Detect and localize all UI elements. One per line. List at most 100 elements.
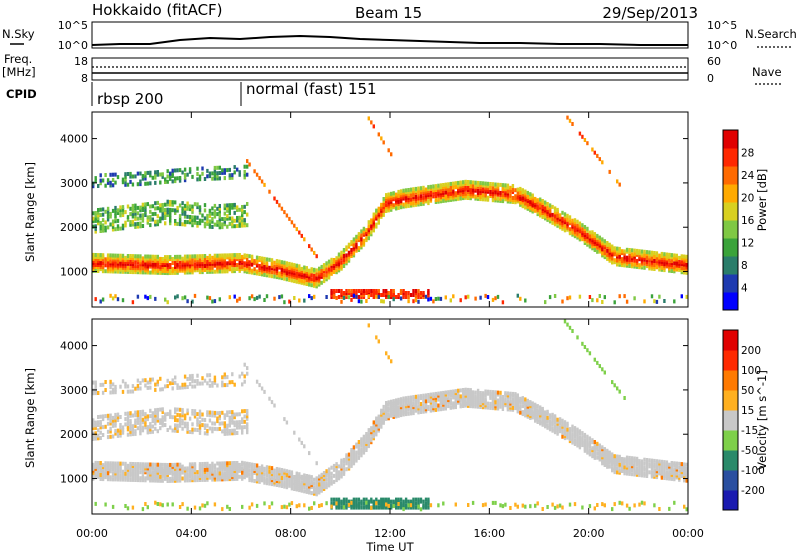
data-cell bbox=[149, 422, 151, 426]
data-cell bbox=[325, 469, 327, 473]
data-cell bbox=[95, 269, 97, 273]
data-cell bbox=[201, 503, 203, 507]
data-cell bbox=[281, 482, 283, 486]
data-cell bbox=[100, 179, 102, 183]
data-cell bbox=[375, 506, 377, 510]
data-cell bbox=[174, 255, 176, 259]
data-cell bbox=[502, 193, 504, 197]
data-cell bbox=[109, 253, 111, 257]
data-cell bbox=[229, 461, 231, 465]
data-cell bbox=[378, 500, 380, 504]
data-cell bbox=[169, 269, 171, 273]
data-cell bbox=[378, 339, 380, 343]
data-cell bbox=[256, 296, 258, 300]
data-cell bbox=[574, 502, 576, 506]
data-cell bbox=[139, 180, 141, 184]
data-cell bbox=[554, 294, 556, 298]
data-cell bbox=[345, 504, 347, 508]
data-cell bbox=[139, 222, 141, 226]
data-cell bbox=[412, 299, 414, 303]
data-cell bbox=[139, 470, 141, 474]
data-cell bbox=[201, 219, 203, 223]
data-cell bbox=[579, 132, 581, 136]
data-cell bbox=[236, 461, 238, 465]
data-cell bbox=[102, 223, 104, 227]
data-cell bbox=[611, 466, 613, 470]
data-cell bbox=[343, 296, 345, 300]
data-cell bbox=[263, 467, 265, 471]
data-cell bbox=[678, 256, 680, 260]
data-cell bbox=[164, 208, 166, 212]
data-cell bbox=[102, 207, 104, 211]
data-cell bbox=[231, 380, 233, 384]
data-cell bbox=[186, 507, 188, 511]
data-cell bbox=[139, 462, 141, 466]
data-cell bbox=[122, 390, 124, 394]
data-cell bbox=[432, 299, 434, 303]
data-cell bbox=[504, 397, 506, 401]
data-cell bbox=[167, 412, 169, 416]
data-cell bbox=[467, 180, 469, 184]
data-cell bbox=[358, 295, 360, 299]
data-cell bbox=[368, 500, 370, 504]
data-cell bbox=[512, 196, 514, 200]
data-cell bbox=[100, 436, 102, 440]
data-cell bbox=[162, 203, 164, 207]
data-cell bbox=[512, 188, 514, 192]
data-cell bbox=[176, 263, 178, 267]
data-cell bbox=[653, 251, 655, 255]
data-cell bbox=[524, 397, 526, 401]
data-cell bbox=[283, 300, 285, 304]
data-cell bbox=[134, 204, 136, 208]
data-cell bbox=[132, 470, 134, 474]
data-cell bbox=[244, 210, 246, 214]
data-cell bbox=[209, 427, 211, 431]
colorbar-segment bbox=[723, 292, 738, 311]
data-cell bbox=[338, 470, 340, 474]
data-cell bbox=[144, 255, 146, 259]
data-cell bbox=[363, 502, 365, 506]
data-cell bbox=[335, 462, 337, 466]
data-cell bbox=[179, 463, 181, 467]
data-cell bbox=[564, 420, 566, 424]
data-cell bbox=[328, 468, 330, 472]
data-cell bbox=[348, 243, 350, 247]
data-cell bbox=[157, 206, 159, 210]
data-cell bbox=[119, 385, 121, 389]
data-cell bbox=[196, 412, 198, 416]
data-cell bbox=[450, 186, 452, 190]
data-cell bbox=[224, 217, 226, 221]
data-cell bbox=[584, 433, 586, 437]
data-cell bbox=[181, 296, 183, 300]
data-cell bbox=[333, 480, 335, 484]
data-cell bbox=[330, 472, 332, 476]
data-cell bbox=[196, 374, 198, 378]
data-cell bbox=[226, 225, 228, 229]
data-cell bbox=[194, 379, 196, 383]
data-cell bbox=[546, 424, 548, 428]
data-cell bbox=[308, 475, 310, 479]
data-cell bbox=[114, 462, 116, 466]
data-cell bbox=[246, 409, 248, 413]
data-cell bbox=[571, 425, 573, 429]
data-cell bbox=[112, 173, 114, 177]
data-cell bbox=[407, 295, 409, 299]
data-cell bbox=[388, 504, 390, 508]
data-cell bbox=[191, 385, 193, 389]
data-cell bbox=[191, 205, 193, 209]
data-cell bbox=[499, 395, 501, 399]
data-cell bbox=[544, 207, 546, 211]
data-cell bbox=[234, 383, 236, 387]
data-cell bbox=[517, 393, 519, 397]
data-cell bbox=[139, 476, 141, 480]
data-cell bbox=[321, 281, 323, 285]
data-cell bbox=[221, 411, 223, 415]
data-cell bbox=[393, 297, 395, 301]
data-cell bbox=[154, 181, 156, 185]
data-cell bbox=[437, 184, 439, 188]
data-cell bbox=[596, 503, 598, 507]
data-cell bbox=[157, 201, 159, 205]
data-cell bbox=[596, 298, 598, 302]
data-cell bbox=[586, 348, 588, 352]
data-cell bbox=[176, 424, 178, 428]
